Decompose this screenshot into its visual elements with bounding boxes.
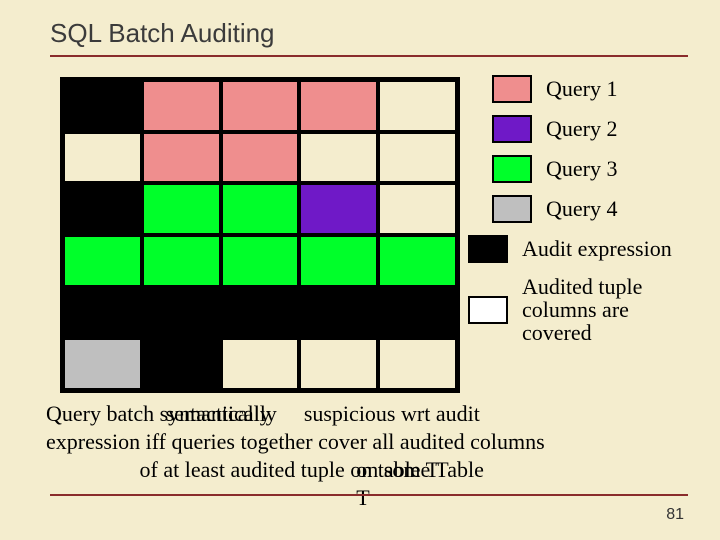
grid-cell (299, 183, 378, 235)
grid-cell (221, 287, 300, 339)
grid-cell (142, 80, 221, 132)
grid-cell (142, 132, 221, 184)
caption-text: Query batch (46, 401, 160, 426)
legend-item: Query 2 (492, 115, 688, 143)
legend-label: Audit expression (522, 237, 672, 260)
grid-cell (142, 287, 221, 339)
overlap-b: on some Table T (356, 456, 496, 512)
overlap-word-2: on table T on some Table T on some Table… (350, 456, 496, 484)
legend-label: Audited tuple columns are covered (522, 275, 688, 344)
grid-cell (299, 287, 378, 339)
grid-cell (63, 235, 142, 287)
divider-bottom (50, 494, 688, 496)
grid-cell (142, 183, 221, 235)
grid-container (60, 77, 460, 393)
grid-cell (221, 132, 300, 184)
caption-text: of at least audited tuple (140, 457, 351, 482)
color-grid (60, 77, 460, 393)
caption-block: Query batch syntactically semantically s… (46, 400, 690, 484)
legend-label: Query 1 (546, 77, 617, 100)
legend-label: Query 3 (546, 157, 617, 180)
grid-cell (378, 338, 457, 390)
legend-item: Audited tuple columns are covered (468, 275, 688, 344)
legend-swatch (492, 115, 532, 143)
grid-cell (378, 183, 457, 235)
grid-cell (378, 287, 457, 339)
legend-item: Audit expression (468, 235, 688, 263)
overlap-word-1: syntactically semantically syntactically (160, 400, 271, 428)
divider-top (50, 55, 688, 57)
caption-text: suspicious wrt audit (304, 401, 480, 426)
grid-cell (63, 183, 142, 235)
legend-swatch (492, 195, 532, 223)
grid-cell (63, 287, 142, 339)
grid-cell (221, 183, 300, 235)
grid-cell (221, 235, 300, 287)
grid-cell (299, 338, 378, 390)
grid-cell (299, 132, 378, 184)
grid-cell (378, 80, 457, 132)
grid-cell (299, 80, 378, 132)
legend-item: Query 1 (492, 75, 688, 103)
overlap-b: semantically (166, 400, 277, 428)
legend-swatch (468, 235, 508, 263)
legend-item: Query 3 (492, 155, 688, 183)
legend-swatch (492, 75, 532, 103)
page-title: SQL Batch Auditing (50, 18, 688, 49)
legend-swatch (468, 296, 508, 324)
grid-cell (221, 338, 300, 390)
grid-cell (63, 132, 142, 184)
legend-label: Query 2 (546, 117, 617, 140)
content-area: Query 1 Query 2 Query 3 Query 4 Audit expres… (50, 71, 688, 401)
grid-cell (221, 80, 300, 132)
grid-cell (378, 235, 457, 287)
caption-text: expression iff queries together cover al… (46, 429, 545, 454)
grid-cell (299, 235, 378, 287)
legend-swatch (492, 155, 532, 183)
legend: Query 1 Query 2 Query 3 Query 4 Audit expres… (492, 75, 688, 356)
legend-item: Query 4 (492, 195, 688, 223)
grid-cell (142, 338, 221, 390)
grid-cell (142, 235, 221, 287)
legend-label: Query 4 (546, 197, 617, 220)
grid-cell (63, 80, 142, 132)
page-number: 81 (666, 506, 684, 524)
grid-cell (378, 132, 457, 184)
grid-cell (63, 338, 142, 390)
